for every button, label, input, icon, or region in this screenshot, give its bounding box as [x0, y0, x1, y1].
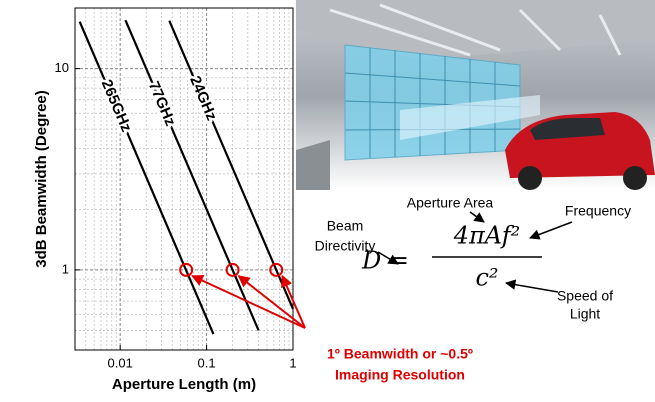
label-light: Light — [570, 306, 600, 322]
x-tick-label: 0.1 — [198, 355, 216, 370]
label-speed-of: Speed of — [557, 288, 613, 304]
label-aperture-area: Aperture Area — [407, 195, 494, 211]
eq-numerator: 4πAf² — [453, 222, 520, 250]
figure: D = 4πAf² c² Aperture Area Frequency Bea… — [0, 0, 655, 402]
eq-denominator: c² — [475, 264, 498, 292]
equation: D = 4πAf² c² Aperture Area Frequency Bea… — [315, 195, 631, 322]
label-beam: Beam — [327, 218, 364, 234]
label-directivity: Directivity — [315, 238, 376, 254]
y-tick-label: 1 — [62, 261, 69, 276]
arrow — [506, 283, 558, 292]
arrow — [530, 222, 572, 238]
photo — [296, 0, 655, 190]
x-tick-label: 1 — [289, 355, 296, 370]
x-tick-label: 0.01 — [108, 355, 133, 370]
annotation: 1º Beamwidth or ~0.5º — [327, 346, 473, 362]
x-axis-label: Aperture Length (m) — [112, 376, 256, 393]
annotation: Imaging Resolution — [335, 367, 465, 383]
y-axis-label: 3dB Beamwidth (Degree) — [33, 90, 50, 268]
label-frequency: Frequency — [565, 203, 631, 219]
arrow — [470, 212, 484, 222]
plot-area — [75, 8, 293, 350]
y-tick-label: 10 — [55, 60, 69, 75]
